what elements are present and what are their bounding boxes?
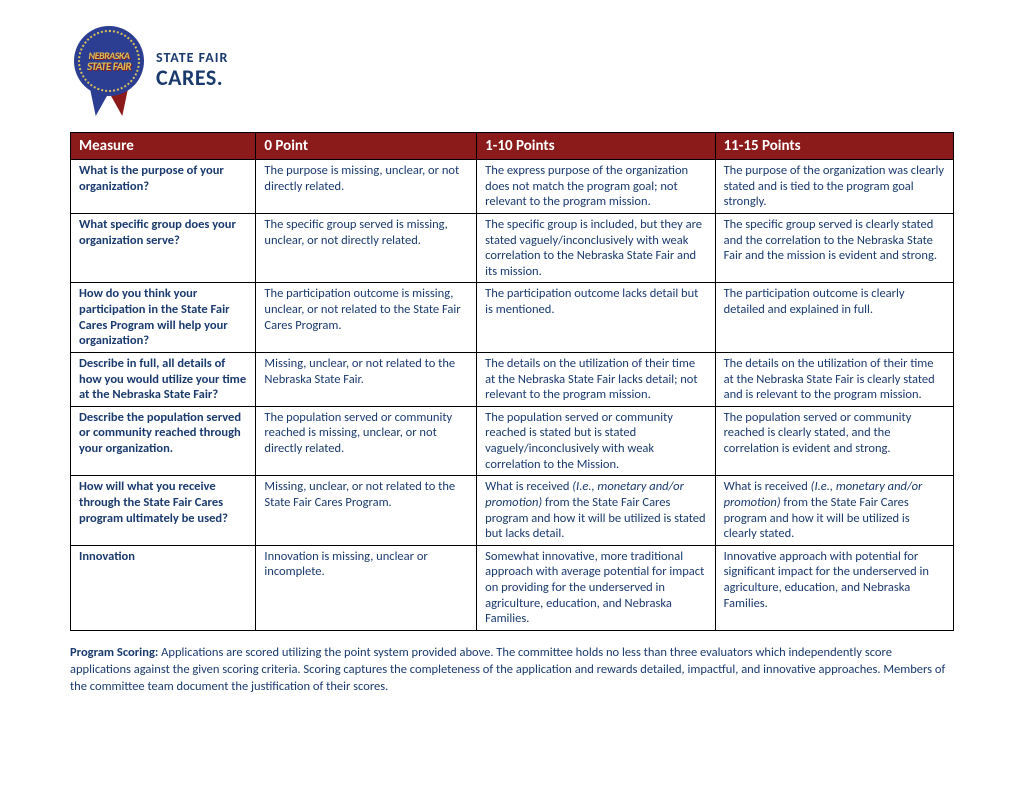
col-0pt: 0 Point	[256, 133, 477, 160]
cell-11-15pt: The population served or community reach…	[715, 406, 953, 476]
cell-0pt: Innovation is missing, unclear or incomp…	[256, 545, 477, 630]
measure-cell: How do you think your participation in t…	[71, 283, 256, 353]
cell-1-10pt: The population served or community reach…	[477, 406, 715, 476]
cell-0pt: The specific group served is missing, un…	[256, 213, 477, 283]
cell-11-15pt: The purpose of the organization was clea…	[715, 160, 953, 214]
table-row: What specific group does your organizati…	[71, 213, 954, 283]
cell-1-10pt: The participation outcome lacks detail b…	[477, 283, 715, 353]
cell-1-10pt: The express purpose of the organization …	[477, 160, 715, 214]
measure-cell: Innovation	[71, 545, 256, 630]
ribbon-text-2: STATE FAIR	[87, 61, 131, 72]
tagline: STATE FAIR CARES.	[156, 51, 228, 89]
rubric-header: Measure 0 Point 1-10 Points 11-15 Points	[71, 133, 954, 160]
logo-block: NEBRASKA STATE FAIR STATE FAIR CARES.	[70, 24, 954, 116]
measure-cell: Describe in full, all details of how you…	[71, 352, 256, 406]
cell-11-15pt: Innovative approach with potential for s…	[715, 545, 953, 630]
page-root: NEBRASKA STATE FAIR STATE FAIR CARES. Me…	[0, 0, 1024, 716]
table-row: What is the purpose of your organization…	[71, 160, 954, 214]
table-row: Describe in full, all details of how you…	[71, 352, 954, 406]
rubric-body: What is the purpose of your organization…	[71, 160, 954, 631]
tagline-line2: CARES.	[156, 66, 228, 89]
cell-0pt: The purpose is missing, unclear, or not …	[256, 160, 477, 214]
table-row: How will what you receive through the St…	[71, 476, 954, 546]
ribbon-logo: NEBRASKA STATE FAIR	[70, 24, 148, 116]
footer-note: Program Scoring: Applications are scored…	[70, 645, 954, 696]
col-11-15pt: 11-15 Points	[715, 133, 953, 160]
c2-pre: What is received	[724, 479, 811, 494]
cell-11-15pt: The details on the utilization of their …	[715, 352, 953, 406]
ribbon-circle: NEBRASKA STATE FAIR	[74, 26, 144, 96]
table-row: Describe the population served or commun…	[71, 406, 954, 476]
cell-1-10pt: What is received (I.e., monetary and/or …	[477, 476, 715, 546]
cell-0pt: Missing, unclear, or not related to the …	[256, 476, 477, 546]
cell-11-15pt: The specific group served is clearly sta…	[715, 213, 953, 283]
footer-label: Program Scoring:	[70, 645, 161, 660]
cell-0pt: Missing, unclear, or not related to the …	[256, 352, 477, 406]
table-row: Innovation Innovation is missing, unclea…	[71, 545, 954, 630]
footer-text: Applications are scored utilizing the po…	[70, 645, 945, 694]
cell-1-10pt: Somewhat innovative, more traditional ap…	[477, 545, 715, 630]
measure-cell: What specific group does your organizati…	[71, 213, 256, 283]
cell-11-15pt: What is received (I.e., monetary and/or …	[715, 476, 953, 546]
cell-1-10pt: The specific group is included, but they…	[477, 213, 715, 283]
table-row: How do you think your participation in t…	[71, 283, 954, 353]
measure-cell: How will what you receive through the St…	[71, 476, 256, 546]
c1-pre: What is received	[485, 479, 572, 494]
col-measure: Measure	[71, 133, 256, 160]
cell-11-15pt: The participation outcome is clearly det…	[715, 283, 953, 353]
ribbon-text-1: NEBRASKA	[89, 51, 130, 61]
measure-cell: Describe the population served or commun…	[71, 406, 256, 476]
col-1-10pt: 1-10 Points	[477, 133, 715, 160]
rubric-table: Measure 0 Point 1-10 Points 11-15 Points…	[70, 132, 954, 631]
measure-cell: What is the purpose of your organization…	[71, 160, 256, 214]
cell-0pt: The population served or community reach…	[256, 406, 477, 476]
cell-1-10pt: The details on the utilization of their …	[477, 352, 715, 406]
cell-0pt: The participation outcome is missing, un…	[256, 283, 477, 353]
